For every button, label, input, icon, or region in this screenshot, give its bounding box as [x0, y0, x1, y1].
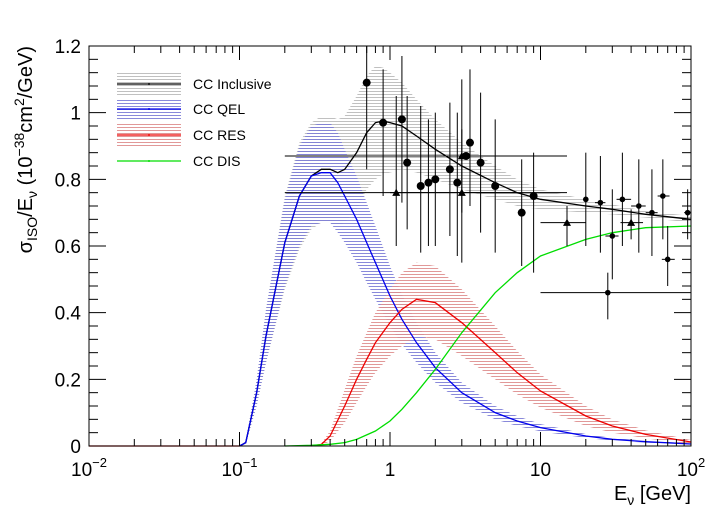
y-tick-label: 0 — [70, 437, 81, 458]
circle-marker — [403, 158, 412, 167]
legend-label: CC RES — [193, 127, 246, 143]
data-point-circle — [424, 119, 433, 246]
circle-marker — [476, 158, 485, 167]
data-point-circle — [529, 152, 538, 273]
legend-item-cc-res: CC RES — [117, 124, 246, 146]
cc-qel-curve — [239, 172, 692, 447]
circle-marker — [379, 118, 388, 127]
x-tick-label: 1 — [385, 460, 396, 481]
data-point-circle — [616, 152, 632, 246]
data-point-circle — [517, 159, 526, 266]
cc-dis-curve — [284, 225, 692, 447]
legend-label: CC QEL — [193, 101, 245, 117]
legend-label: CC Inclusive — [193, 76, 272, 92]
y-tick-label: 0.6 — [55, 237, 81, 258]
circle-marker — [362, 78, 371, 87]
data-point-circle — [465, 69, 474, 206]
y-tick-label: 0.8 — [55, 170, 81, 191]
data-point-circle — [491, 119, 500, 253]
data-points — [284, 46, 691, 320]
circle-marker — [583, 196, 589, 203]
data-point-circle — [583, 152, 589, 246]
data-point-triangle — [540, 206, 586, 246]
data-point-circle — [416, 106, 425, 253]
circle-marker — [491, 182, 500, 190]
legend-swatch-dot — [148, 134, 150, 136]
x-tick-label: 10−2 — [71, 455, 107, 481]
legend: CC Inclusive CC QEL CC RES CC DIS — [117, 73, 272, 169]
y-tick-label: 0.4 — [55, 304, 82, 325]
data-point-circle — [540, 272, 691, 320]
legend-swatch-dot — [148, 83, 150, 85]
data-point-circle — [605, 189, 619, 280]
data-point-circle — [379, 69, 388, 196]
data-point-circle — [594, 156, 606, 253]
cc-inclusive-band — [239, 66, 691, 446]
cc-qel-band — [239, 122, 691, 447]
circle-marker — [619, 196, 626, 203]
y-tick-label: 1.2 — [55, 37, 81, 58]
x-axis-title: Eν [GeV] — [614, 483, 691, 508]
y-axis-title: σISO/Eν (10−38cm2/GeV) — [11, 46, 40, 253]
cc-res-band — [311, 262, 691, 446]
circle-marker — [660, 193, 666, 199]
data-point-triangle — [457, 79, 466, 213]
data-point-circle — [645, 169, 658, 256]
circle-marker — [636, 203, 642, 209]
triangle-marker — [563, 218, 572, 226]
circle-marker — [597, 199, 604, 206]
x-tick-label: 102 — [677, 455, 705, 481]
circle-marker — [649, 209, 655, 216]
x-axis: 10−2 10−1 1 10 102 — [71, 46, 705, 481]
data-point-circle — [445, 102, 454, 236]
circle-marker — [397, 115, 406, 124]
circle-marker — [684, 209, 691, 216]
cc-res-curve — [311, 298, 692, 447]
legend-label: CC DIS — [193, 153, 240, 169]
x-tick-label: 10−1 — [222, 455, 258, 481]
legend-swatch-dot — [148, 108, 150, 110]
y-tick-label: 0.2 — [55, 370, 81, 391]
data-point-circle — [476, 92, 485, 233]
data-point-circle — [684, 189, 691, 240]
uncertainty-bands — [239, 66, 691, 447]
y-axis: 0 0.2 0.4 0.6 0.8 1 1.2 — [55, 37, 691, 458]
data-point-circle — [362, 46, 371, 170]
data-point-circle — [631, 159, 646, 253]
circle-marker — [424, 178, 433, 187]
circle-marker — [609, 233, 616, 239]
x-tick-label: 10 — [530, 460, 551, 481]
triangle-marker — [457, 152, 466, 160]
data-point-circle — [657, 159, 670, 240]
legend-item-cc-dis: CC DIS — [117, 153, 240, 169]
data-point-circle — [431, 112, 440, 246]
data-point-circle — [397, 56, 406, 203]
data-point-circle — [453, 112, 462, 256]
data-point-circle — [661, 226, 675, 286]
circle-marker — [517, 208, 526, 217]
circle-marker — [664, 256, 671, 263]
data-point-triangle — [620, 209, 644, 240]
circle-marker — [431, 175, 440, 184]
legend-item-cc-inclusive: CC Inclusive — [117, 73, 272, 95]
circle-marker — [465, 138, 474, 147]
y-tick-label: 1 — [70, 104, 81, 125]
triangle-marker — [627, 218, 636, 226]
circle-marker — [445, 165, 454, 174]
legend-swatch-dot — [148, 160, 150, 162]
circle-marker — [416, 182, 425, 190]
data-point-circle — [403, 96, 412, 230]
circle-marker — [529, 192, 538, 200]
legend-item-cc-qel: CC QEL — [117, 98, 245, 120]
circle-marker — [604, 289, 611, 296]
circle-marker — [453, 178, 462, 187]
